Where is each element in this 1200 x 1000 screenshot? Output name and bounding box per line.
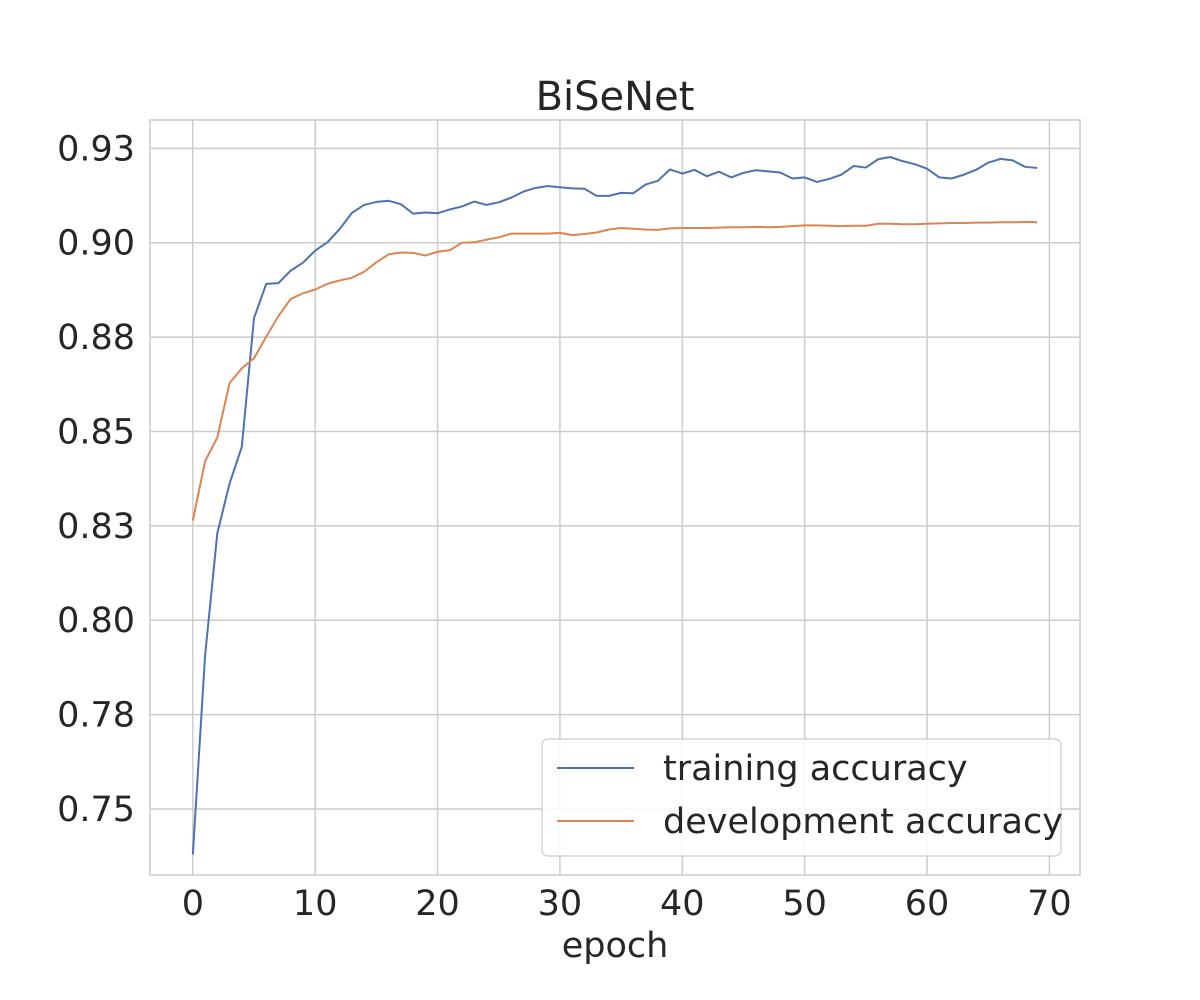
y-tick-label: 0.75	[57, 790, 135, 830]
x-tick-label: 60	[905, 884, 950, 924]
legend: training accuracy development accuracy	[541, 738, 1063, 857]
x-tick-label: 0	[182, 884, 204, 924]
plot-frame	[149, 119, 1081, 876]
x-tick-label: 20	[415, 884, 460, 924]
x-tick-label: 70	[1027, 884, 1072, 924]
x-tick-label: 50	[782, 884, 827, 924]
x-tick-label: 40	[660, 884, 705, 924]
series-layer	[191, 156, 1038, 855]
y-tick-label: 0.80	[57, 601, 135, 641]
x-tick-label: 30	[538, 884, 583, 924]
chart-title: BiSeNet	[536, 74, 695, 120]
legend-label-training: training accuracy	[663, 749, 968, 789]
legend-box	[541, 738, 1062, 857]
y-tick-label: 0.78	[57, 696, 135, 736]
tick-labels: 0 10 20 30 40 50 60 70 0.75 0.78 0.80 0.83 0.85 0.88 0…	[57, 129, 1072, 924]
series-line-development-accuracy	[191, 220, 1038, 521]
y-tick-label: 0.93	[57, 129, 135, 169]
legend-label-development: development accuracy	[663, 802, 1063, 842]
x-tick-label: 10	[293, 884, 338, 924]
x-axis-label: epoch	[562, 926, 669, 966]
y-tick-label: 0.90	[57, 224, 135, 264]
y-tick-label: 0.83	[57, 507, 135, 547]
series-line-training-accuracy	[191, 156, 1038, 855]
y-tick-label: 0.85	[57, 412, 135, 452]
y-tick-label: 0.88	[57, 318, 135, 358]
